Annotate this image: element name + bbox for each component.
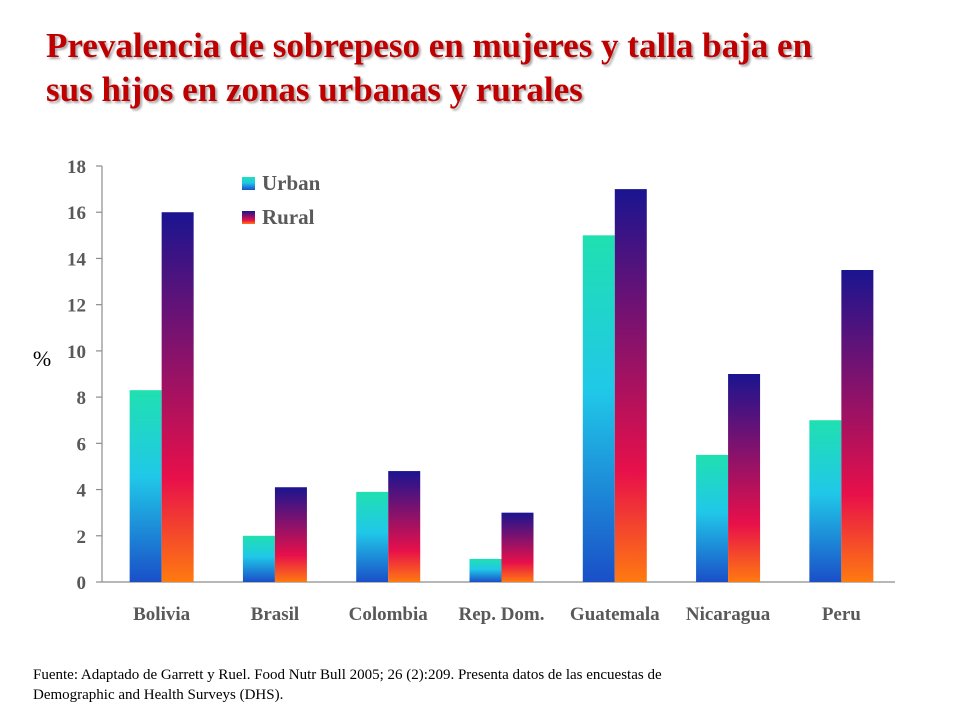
y-tick-label: 0: [77, 573, 87, 594]
y-tick-label: 18: [67, 157, 86, 178]
bar-rural-nicaragua: [728, 374, 761, 582]
bar-urban-nicaragua: [696, 454, 729, 582]
legend-label-urban: Urban: [262, 171, 321, 195]
title-line-1: Prevalencia de sobrepeso en mujeres y ta…: [46, 26, 813, 65]
x-tick-label: Colombia: [349, 604, 429, 625]
bar-urban-bolivia: [129, 390, 162, 582]
y-tick-label: 6: [77, 434, 87, 455]
legend-label-rural: Rural: [262, 205, 315, 229]
y-tick-label: 14: [67, 249, 87, 270]
bar-urban-brasil: [242, 535, 275, 582]
bar-urban-peru: [809, 420, 842, 582]
bar-urban-rep-dom: [469, 558, 502, 582]
bar-rural-brasil: [274, 487, 307, 582]
source-line-2: Demographic and Health Surveys (DHS).: [33, 687, 284, 703]
y-tick-label: 4: [77, 481, 87, 502]
x-tick-label: Nicaragua: [686, 604, 771, 625]
x-tick-label: Guatemala: [570, 604, 660, 625]
y-tick-label: 12: [67, 296, 86, 317]
y-tick-label: 8: [77, 388, 87, 409]
source-line-1: Fuente: Adaptado de Garrett y Ruel. Food…: [33, 667, 662, 683]
y-axis-label: %: [33, 346, 51, 371]
x-tick-label: Brasil: [251, 604, 300, 625]
bar-rural-rep-dom: [501, 512, 534, 582]
legend-swatch-rural: [242, 211, 255, 224]
page-title: Prevalencia de sobrepeso en mujeres y ta…: [46, 24, 926, 112]
bar-rural-guatemala: [614, 189, 647, 582]
source-note: Fuente: Adaptado de Garrett y Ruel. Food…: [33, 665, 933, 705]
bar-rural-colombia: [388, 471, 421, 582]
bar-urban-colombia: [356, 491, 389, 582]
x-tick-label: Bolivia: [133, 604, 191, 625]
bar-rural-peru: [841, 270, 874, 582]
y-tick-label: 16: [67, 203, 86, 224]
legend-swatch-urban: [242, 177, 255, 190]
bar-urban-guatemala: [582, 235, 615, 583]
y-tick-label: 10: [67, 342, 86, 363]
x-tick-label: Peru: [822, 604, 861, 625]
title-line-2: sus hijos en zonas urbanas y rurales: [46, 70, 583, 109]
bar-rural-bolivia: [161, 212, 194, 582]
y-tick-label: 2: [77, 527, 87, 548]
x-tick-label: Rep. Dom.: [458, 604, 544, 625]
